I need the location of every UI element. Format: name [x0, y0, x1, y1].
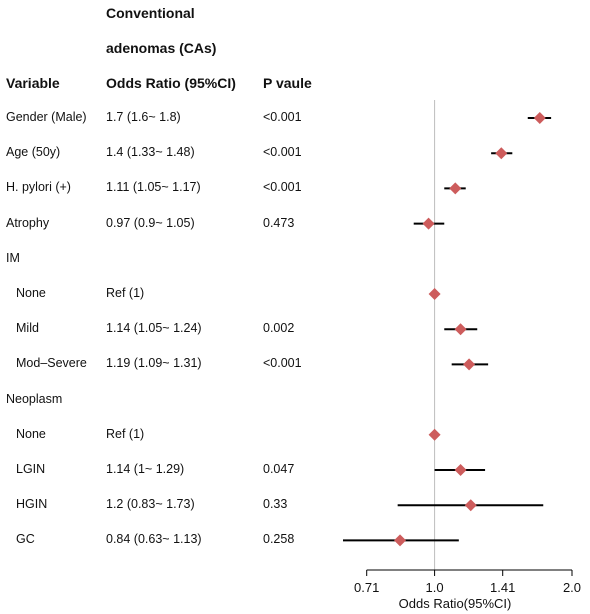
- or-point: [428, 428, 441, 441]
- row-label: GC: [16, 532, 35, 547]
- row-label: HGIN: [16, 497, 48, 512]
- or-point: [394, 534, 407, 547]
- x-tick-label: 2.0: [563, 580, 581, 595]
- or-point: [533, 112, 546, 124]
- row-label: Mild: [16, 321, 39, 336]
- or-point: [422, 217, 435, 230]
- x-tick-label: 1.41: [490, 580, 515, 595]
- or-point: [464, 499, 477, 512]
- row-label: Neoplasm: [6, 391, 63, 406]
- odds-ratio-value: 1.7 (1.6~ 1.8): [106, 110, 181, 124]
- p-value: <0.001: [263, 356, 302, 371]
- p-value: <0.001: [263, 110, 302, 124]
- p-value: <0.001: [263, 180, 302, 195]
- row-label: Atrophy: [6, 215, 50, 230]
- odds-ratio-value: 1.11 (1.05~ 1.17): [106, 180, 201, 195]
- or-point: [463, 358, 476, 371]
- odds-ratio-value: 1.14 (1~ 1.29): [106, 462, 185, 476]
- row-label: H. pylori (+): [6, 180, 71, 195]
- variable-column-header: Variable: [6, 75, 60, 91]
- or-point: [428, 288, 441, 300]
- odds-ratio-value: Ref (1): [106, 426, 145, 441]
- p-value: 0.002: [263, 321, 295, 336]
- or-point: [454, 464, 467, 476]
- p-value: 0.047: [263, 462, 295, 476]
- group-title-line2: adenomas (CAs): [106, 40, 217, 56]
- row-label: Gender (Male): [6, 110, 87, 124]
- x-tick-label: 1.0: [426, 580, 444, 595]
- or-point: [454, 323, 467, 336]
- odds-ratio-column-header: Odds Ratio (95%CI): [106, 75, 236, 91]
- p-value: 0.473: [263, 215, 295, 230]
- odds-ratio-value: 0.97 (0.9~ 1.05): [106, 215, 195, 230]
- p-value: 0.258: [263, 532, 295, 547]
- row-label: None: [16, 426, 46, 441]
- odds-ratio-value: 0.84 (0.63~ 1.13): [106, 532, 202, 547]
- row-label: Age (50y): [6, 145, 61, 160]
- p-value-column-header: P vaule: [263, 75, 312, 91]
- odds-ratio-value: 1.2 (0.83~ 1.73): [106, 497, 195, 512]
- x-tick-label: 0.71: [354, 580, 379, 595]
- or-point: [449, 182, 462, 195]
- odds-ratio-value: 1.14 (1.05~ 1.24): [106, 321, 202, 336]
- row-label: Mod–Severe: [16, 356, 87, 371]
- or-point: [495, 147, 508, 160]
- row-label: IM: [6, 250, 20, 265]
- x-axis-title: Odds Ratio(95%CI): [399, 596, 512, 611]
- odds-ratio-value: 1.4 (1.33~ 1.48): [106, 145, 195, 160]
- odds-ratio-value: 1.19 (1.09~ 1.31): [106, 356, 202, 371]
- row-label: LGIN: [16, 462, 46, 476]
- row-label: None: [16, 286, 46, 300]
- group-title-line1: Conventional: [106, 5, 195, 21]
- odds-ratio-value: Ref (1): [106, 286, 145, 300]
- p-value: <0.001: [263, 145, 302, 160]
- p-value: 0.33: [263, 497, 288, 512]
